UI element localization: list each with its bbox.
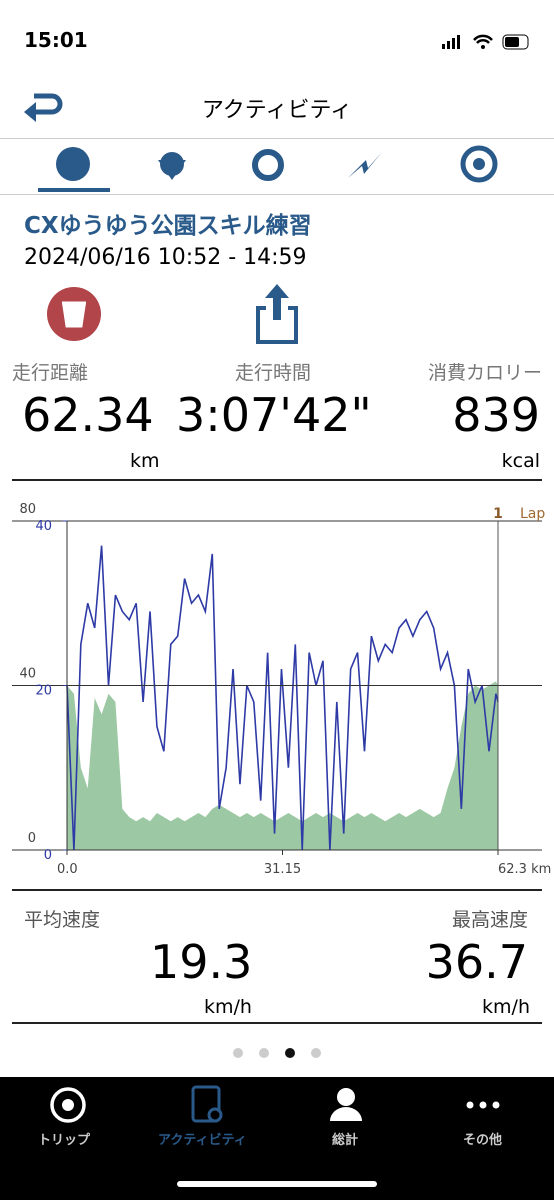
activity-name: CXゆうゆう公園スキル練習: [24, 213, 312, 239]
elevation-area: [67, 681, 498, 850]
y2-tick-label: 20: [35, 684, 52, 699]
tabs: [38, 145, 498, 192]
stat-unit: km/h: [204, 996, 252, 1018]
back-button[interactable]: [22, 86, 66, 126]
tab-label[interactable]: アクティビティ: [158, 1133, 247, 1148]
status-icons: [442, 34, 529, 50]
y-tick-label: 40: [19, 667, 36, 682]
y2-tick-label: 0: [44, 848, 52, 863]
x-tick-label: 31.15: [264, 862, 301, 877]
page-dots: [233, 1048, 321, 1058]
lap-number: 1: [493, 506, 503, 522]
x-tick-label: 62.3 km: [498, 862, 551, 877]
y2-tick-label: 40: [35, 519, 52, 534]
share-button[interactable]: [252, 282, 302, 346]
stat-unit: km/h: [482, 996, 530, 1018]
stat-unit: kcal: [501, 450, 540, 472]
stat-label: 走行時間: [235, 362, 312, 384]
stat-label: 消費カロリー: [427, 362, 542, 384]
tab-bar: トリップ アクティビティ 総計 その他: [0, 1077, 554, 1200]
stat-unit: km: [130, 450, 160, 472]
stat-label: 平均速度: [24, 909, 101, 931]
y-tick-label: 0: [28, 831, 36, 846]
stat-value: 3:07'42": [176, 388, 372, 442]
tab-label[interactable]: トリップ: [38, 1133, 91, 1148]
stat-label: 走行距離: [12, 362, 89, 384]
stat-label: 最高速度: [451, 909, 528, 931]
chart: 0 40 80 0 20 40 0.0 31.15 62.3 km 1 Lap: [12, 502, 551, 877]
stat-value: 62.34: [22, 388, 154, 442]
speed-line: [66, 545, 499, 851]
header-title: アクティビティ: [201, 98, 353, 123]
lap-label: Lap: [520, 506, 545, 522]
x-tick-label: 0.0: [57, 862, 78, 877]
tab-label[interactable]: 総計: [332, 1133, 359, 1148]
stat-value: 839: [452, 388, 540, 442]
stat-value: 19.3: [150, 935, 253, 989]
activity-date: 2024/06/16 10:52 - 14:59: [24, 245, 307, 270]
tab-label[interactable]: その他: [463, 1133, 503, 1148]
clock: 15:01: [24, 28, 88, 52]
tab-icons: [50, 1085, 500, 1187]
stat-value: 36.7: [425, 935, 528, 989]
y-tick-label: 80: [19, 502, 36, 517]
delete-button[interactable]: [46, 286, 106, 342]
